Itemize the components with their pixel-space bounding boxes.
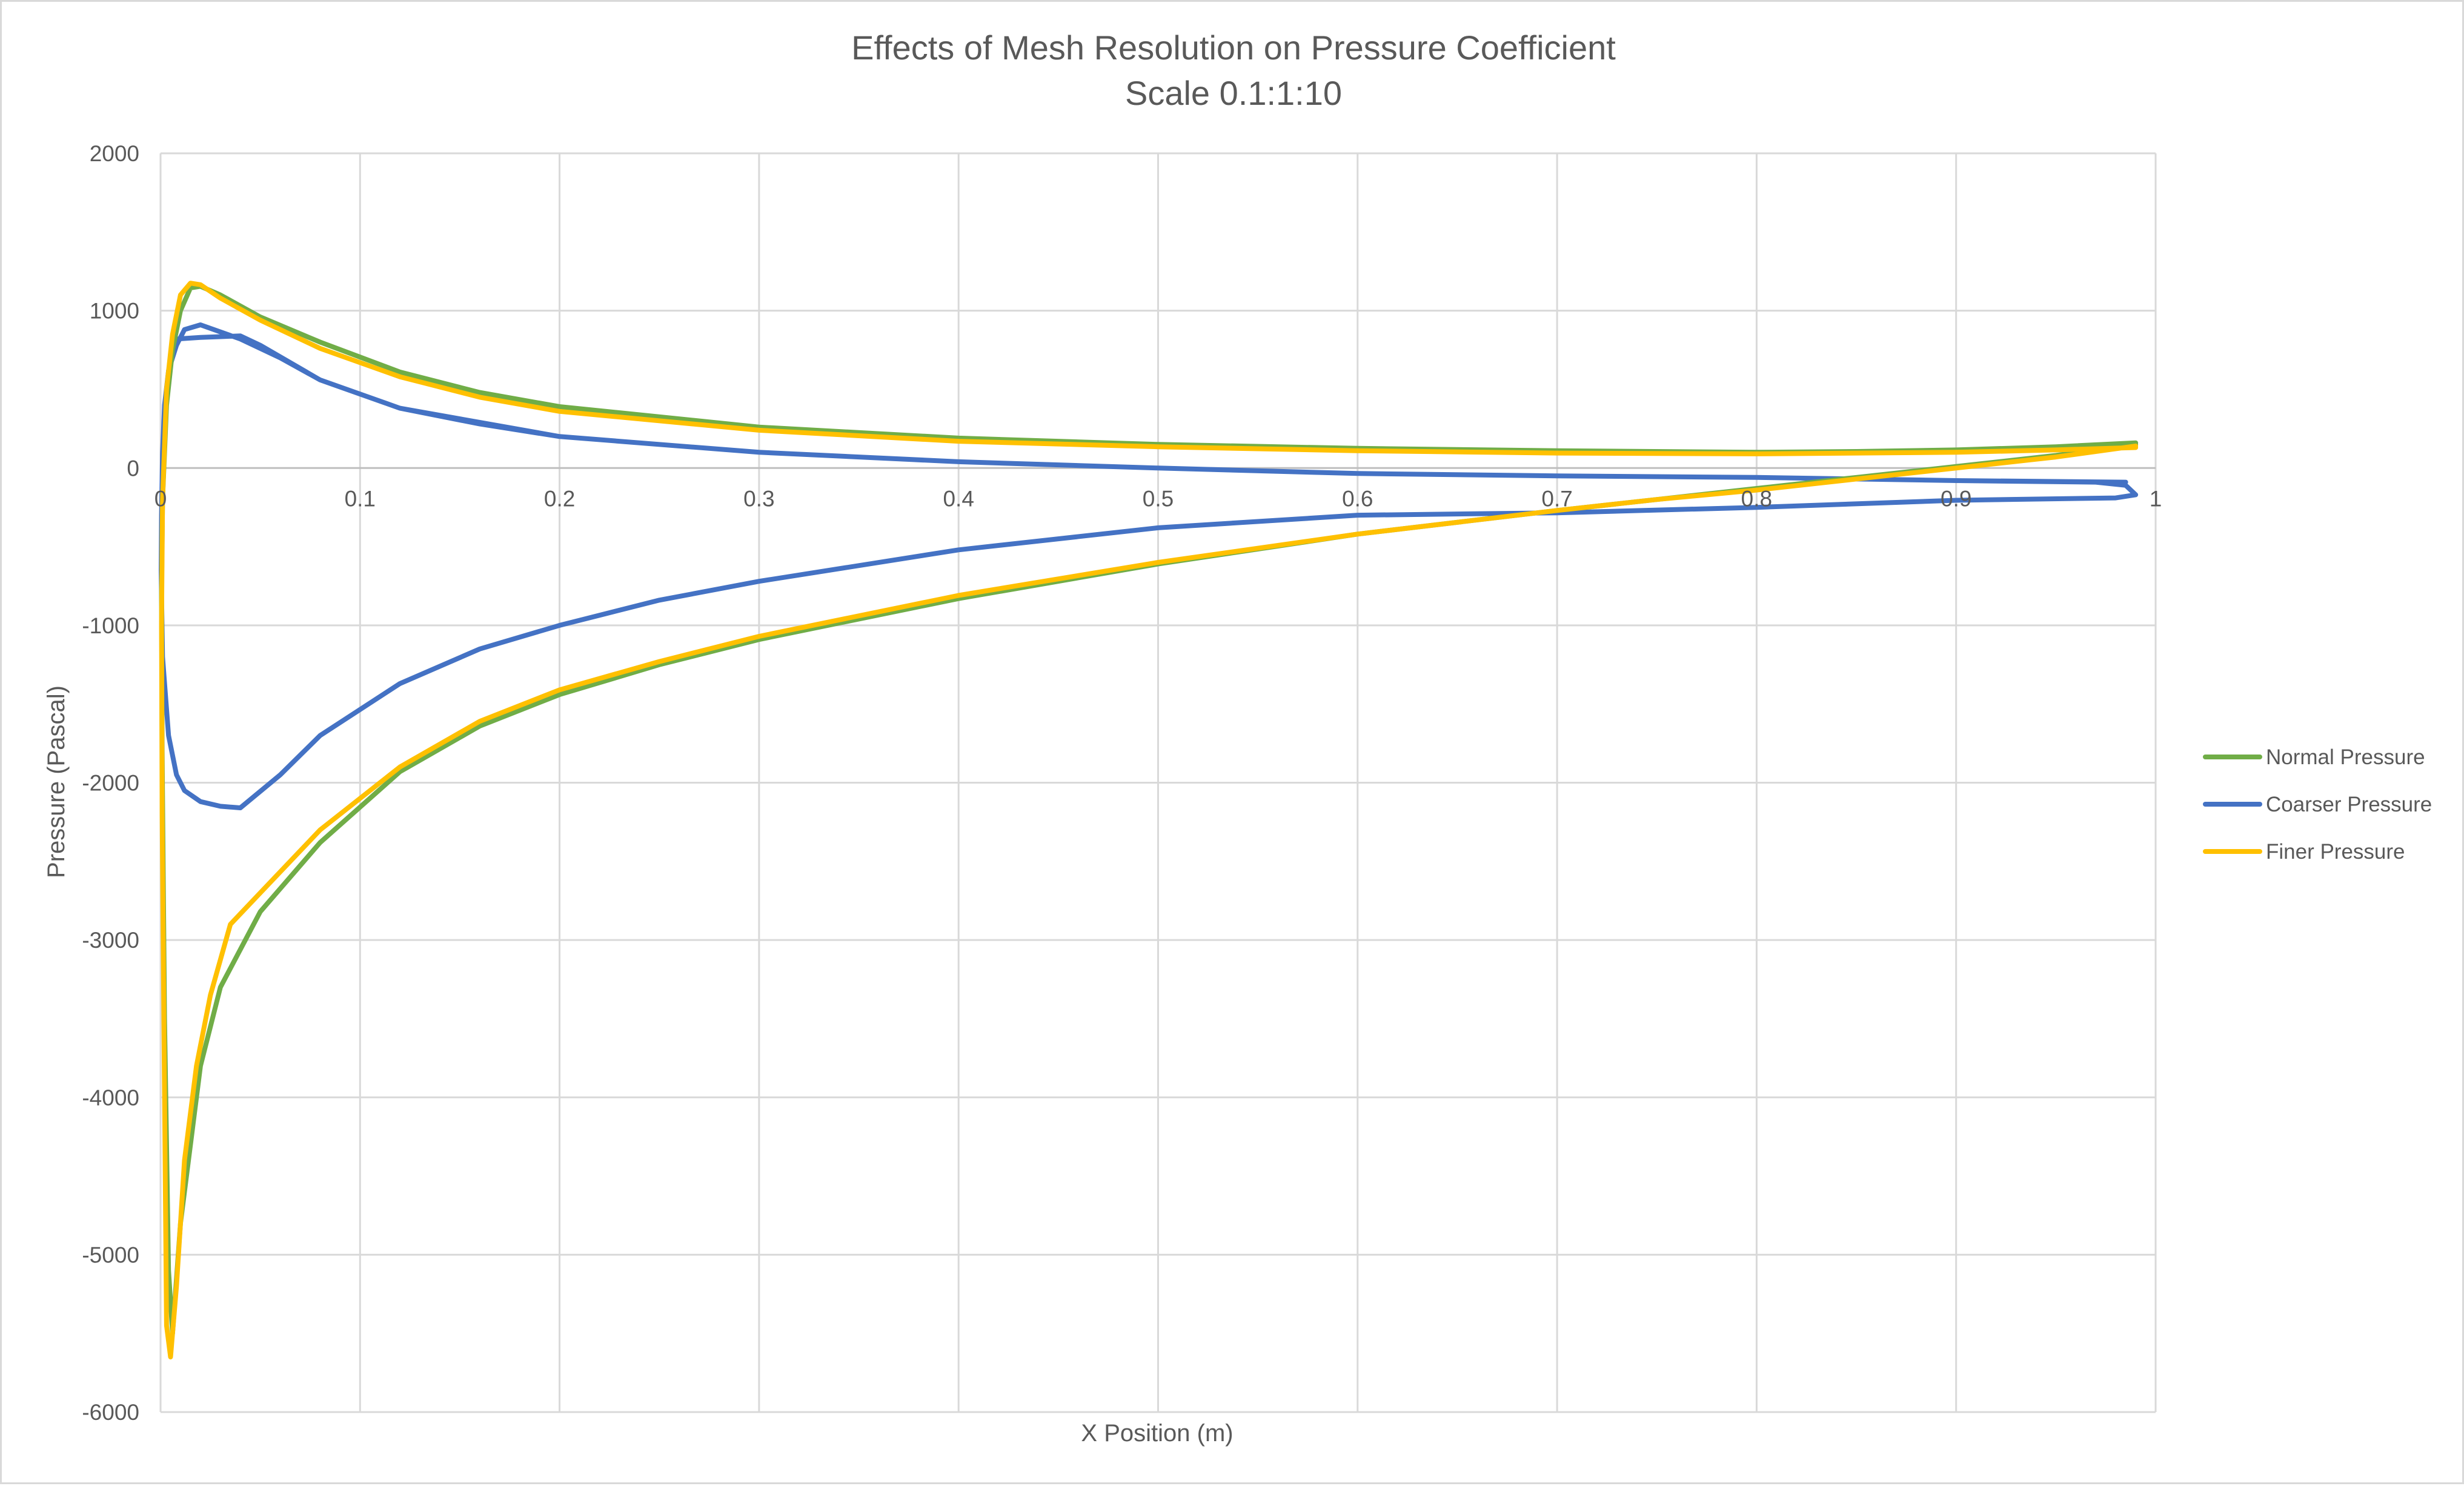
series-line-finer-pressure bbox=[159, 281, 2139, 1360]
legend-label-coarser-pressure: Coarser Pressure bbox=[2266, 793, 2432, 816]
x-tick-label: 0.1 bbox=[345, 486, 376, 511]
x-tick-labels: 0 0.1 0.2 0.3 0.4 0.5 0.6 0.7 0.8 0.9 1 bbox=[154, 486, 2162, 511]
x-tick-label: 0.7 bbox=[1541, 486, 1572, 511]
series-line-coarser-pressure bbox=[159, 322, 2139, 810]
y-tick-label: -6000 bbox=[82, 1400, 139, 1425]
series-line-normal-pressure bbox=[159, 284, 2139, 1336]
y-tick-label: -1000 bbox=[82, 613, 139, 638]
y-tick-label: -4000 bbox=[82, 1085, 139, 1110]
y-tick-label: -5000 bbox=[82, 1242, 139, 1267]
x-tick-label: 0.6 bbox=[1342, 486, 1373, 511]
y-tick-labels: 2000 1000 0 -1000 -2000 -3000 -4000 -5000 -6000 bbox=[82, 141, 139, 1425]
x-axis-title: X Position (m) bbox=[1081, 1420, 1233, 1447]
plot-series bbox=[159, 281, 2139, 1360]
legend-label-normal-pressure: Normal Pressure bbox=[2266, 745, 2425, 769]
legend: Normal Pressure Coarser Pressure Finer Pre… bbox=[2203, 745, 2432, 864]
legend-label-finer-pressure: Finer Pressure bbox=[2266, 840, 2405, 864]
y-tick-label: 2000 bbox=[90, 141, 139, 166]
y-tick-label: -2000 bbox=[82, 771, 139, 796]
x-tick-label: 0.3 bbox=[743, 486, 774, 511]
x-tick-label: 0.2 bbox=[544, 486, 575, 511]
y-tick-label: 0 bbox=[127, 456, 139, 481]
plot-gridlines bbox=[159, 152, 2157, 1413]
y-tick-label: 1000 bbox=[90, 299, 139, 324]
chart-title: Effects of Mesh Resolution on Pressure C… bbox=[851, 28, 1616, 67]
x-tick-label: 1 bbox=[2150, 486, 2162, 511]
x-tick-label: 0 bbox=[154, 486, 167, 511]
y-axis-title: Pressure (Pascal) bbox=[43, 685, 70, 878]
chart-subtitle: Scale 0.1:1:10 bbox=[1125, 74, 1342, 112]
x-tick-label: 0.4 bbox=[943, 486, 974, 511]
x-tick-label: 0.9 bbox=[1941, 486, 1971, 511]
y-tick-label: -3000 bbox=[82, 928, 139, 953]
x-tick-label: 0.8 bbox=[1741, 486, 1772, 511]
x-tick-label: 0.5 bbox=[1143, 486, 1174, 511]
